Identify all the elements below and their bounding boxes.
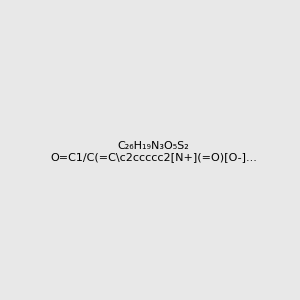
Text: C₂₆H₁₉N₃O₅S₂
O=C1/C(=C\c2ccccc2[N+](=O)[O-]...: C₂₆H₁₉N₃O₅S₂ O=C1/C(=C\c2ccccc2[N+](=O)[… — [50, 141, 257, 162]
